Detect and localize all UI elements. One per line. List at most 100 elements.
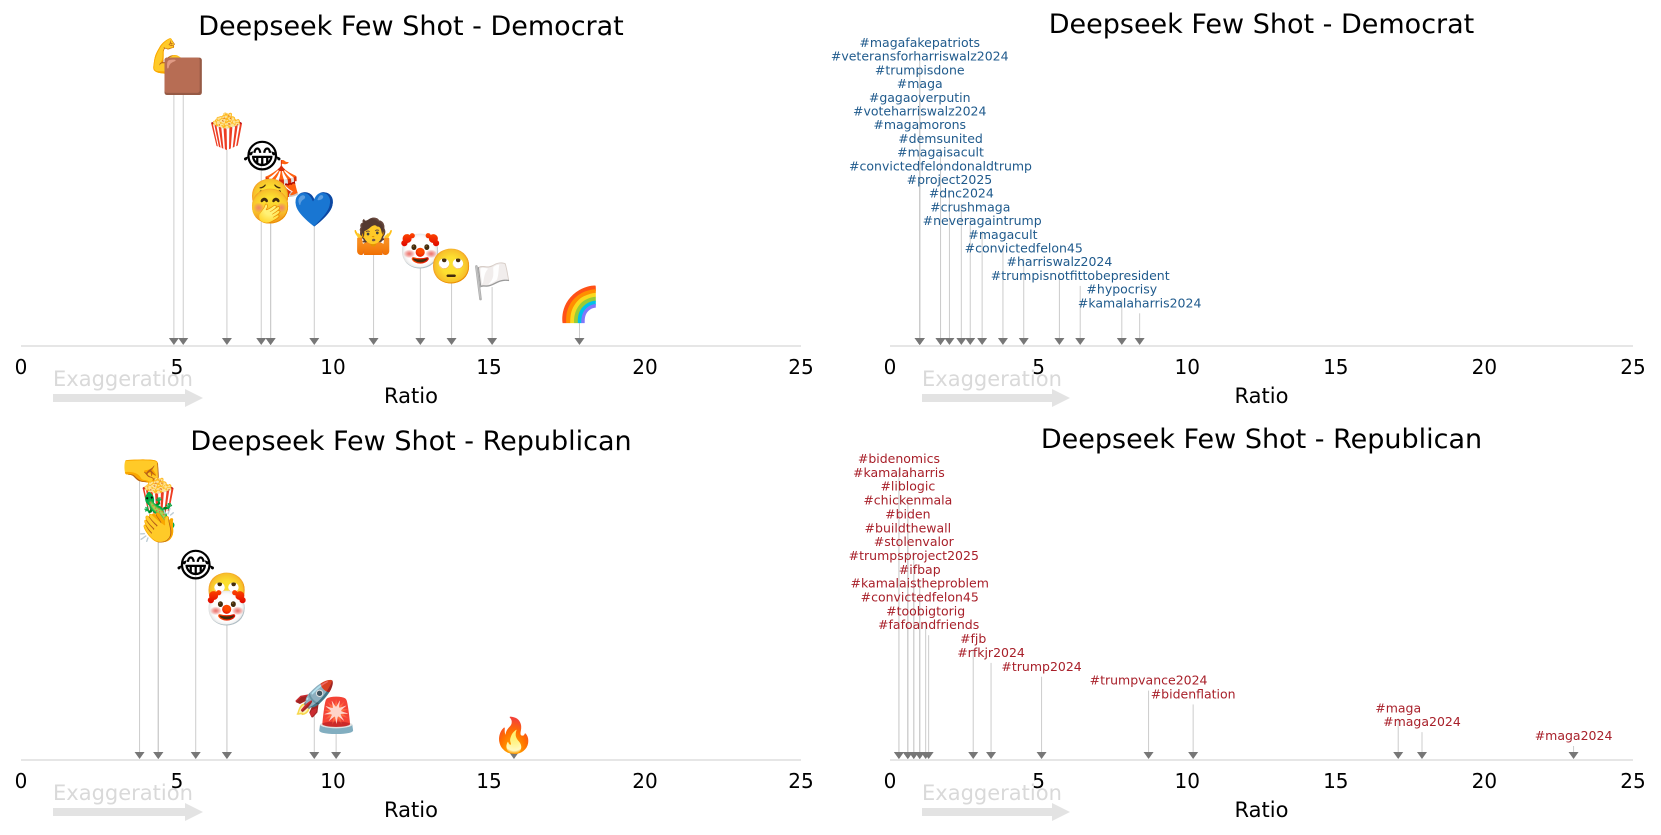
x-tick-label: 20	[1472, 769, 1497, 793]
point-marker	[893, 752, 904, 759]
hashtag-label: #kamalaharris2024	[1078, 295, 1202, 310]
exaggeration-arrow-shaft	[922, 394, 1052, 402]
emoji-label: 🙄	[206, 571, 248, 611]
exaggeration-annotation: Exaggeration	[922, 781, 1062, 805]
chart-title: Deepseek Few Shot - Republican	[1041, 424, 1482, 455]
point-marker	[956, 338, 967, 345]
point-marker	[965, 338, 976, 345]
emoji-label: 🍿	[137, 477, 179, 517]
x-axis-label: Ratio	[384, 798, 438, 822]
point-marker	[1054, 338, 1065, 345]
point-marker	[1075, 338, 1086, 345]
point-marker	[935, 338, 946, 345]
emoji-label: 🟫	[162, 57, 204, 97]
point-marker	[1188, 752, 1199, 759]
exaggeration-arrow-head	[1052, 389, 1070, 407]
emoji-label: 😂	[242, 137, 282, 177]
hashtag-label: #gagaoverputin	[869, 90, 971, 105]
emoji-label: 🎪	[260, 159, 302, 199]
hashtag-label: #maga	[897, 76, 943, 91]
point-marker	[178, 338, 189, 345]
exaggeration-annotation: Exaggeration	[53, 367, 193, 391]
x-tick-label: 20	[632, 355, 657, 379]
emoji-label: 🚀	[293, 679, 335, 719]
panel-emoji-dem: Deepseek Few Shot - Democrat 0 5 10 15 20 25 Ra…	[15, 11, 814, 408]
emoji-label: 🍿	[206, 112, 248, 152]
point-marker	[1018, 338, 1029, 345]
x-tick-label: 5	[171, 355, 184, 379]
point-marker	[415, 338, 426, 345]
hashtag-label: #toobigtorig	[886, 603, 965, 618]
hashtag-label: #magamorons	[873, 117, 966, 132]
point-marker	[446, 338, 457, 345]
x-tick-label: 20	[632, 769, 657, 793]
emoji-label: 🤡	[206, 589, 248, 629]
point-marker	[368, 338, 379, 345]
emoji-label: 🔥	[493, 716, 535, 756]
hashtag-label: #neveragaintrump	[923, 213, 1042, 228]
exaggeration-arrow-shaft	[922, 808, 1052, 816]
x-tick-label: 10	[1174, 355, 1199, 379]
x-tick-label: 10	[320, 355, 345, 379]
hashtag-label: #magafakepatriots	[859, 35, 980, 50]
hashtag-label: #maga2024	[1535, 728, 1613, 743]
x-tick-label: 25	[1620, 355, 1645, 379]
hashtag-label: #maga2024	[1383, 714, 1461, 729]
emoji-label: 💪	[148, 37, 190, 77]
hashtag-label: #veteransforharriswalz2024	[831, 49, 1009, 64]
emoji-label: 🌈	[558, 284, 600, 325]
x-tick-label: 5	[1032, 769, 1045, 793]
point-marker	[153, 752, 164, 759]
hashtag-label: #biden	[885, 506, 930, 521]
emoji-label: 💙	[293, 190, 336, 230]
emoji-label: 🤡	[399, 232, 441, 272]
hashtag-label: #demsunited	[898, 131, 983, 146]
hashtag-label: #magaisacult	[897, 145, 984, 160]
hashtag-label: #trumpvance2024	[1090, 673, 1208, 688]
hashtag-label: #dnc2024	[929, 186, 994, 201]
exaggeration-annotation: Exaggeration	[53, 781, 193, 805]
x-tick-label: 0	[15, 769, 28, 793]
point-marker	[944, 338, 955, 345]
hashtag-label: #maga	[1375, 700, 1421, 715]
point-marker	[977, 338, 988, 345]
point-marker	[309, 338, 320, 345]
x-tick-label: 25	[1620, 769, 1645, 793]
x-tick-label: 0	[15, 355, 28, 379]
point-marker	[309, 752, 320, 759]
point-marker	[1036, 752, 1047, 759]
chart-title: Deepseek Few Shot - Republican	[190, 426, 631, 457]
hashtag-label: #hypocrisy	[1086, 282, 1157, 297]
emoji-label: 🙄	[430, 247, 472, 287]
x-axis-label: Ratio	[1235, 798, 1289, 822]
chart-title: Deepseek Few Shot - Democrat	[198, 11, 624, 42]
point-marker	[331, 752, 342, 759]
panel-hashtag-rep: Deepseek Few Shot - Republican 0 5 10 15 20 25…	[849, 424, 1646, 822]
hashtag-label: #crushmaga	[930, 199, 1010, 214]
point-marker	[968, 752, 979, 759]
hashtag-label: #chickenmala	[863, 493, 952, 508]
hashtag-label: #harriswalz2024	[1006, 254, 1112, 269]
hashtag-label: #bidenomics	[858, 451, 940, 466]
hashtag-label: #ifbap	[899, 562, 941, 577]
exaggeration-arrow-head	[1052, 803, 1070, 821]
panel-emoji-rep: Deepseek Few Shot - Republican 0 5 10 15 20 25…	[15, 426, 814, 822]
point-marker	[1393, 752, 1404, 759]
emoji-label: 🦎	[137, 491, 179, 531]
point-marker	[508, 752, 519, 759]
point-marker	[1116, 338, 1127, 345]
hashtag-label: #bidenflation	[1151, 686, 1236, 701]
emoji-label: 🤭	[249, 187, 291, 227]
x-tick-label: 20	[1472, 355, 1497, 379]
point-marker	[265, 338, 276, 345]
hashtag-label: #trumpsproject2025	[849, 548, 979, 563]
hashtag-label: #kamalaistheproblem	[851, 576, 989, 591]
emoji-label: 🚨	[315, 696, 357, 736]
exaggeration-arrow-head	[185, 803, 203, 821]
hashtag-label: #kamalaharris	[853, 465, 945, 480]
hashtag-label: #fafoandfriends	[878, 617, 979, 632]
x-axis-label: Ratio	[1235, 384, 1289, 408]
point-marker	[997, 338, 1008, 345]
x-tick-label: 0	[884, 355, 897, 379]
